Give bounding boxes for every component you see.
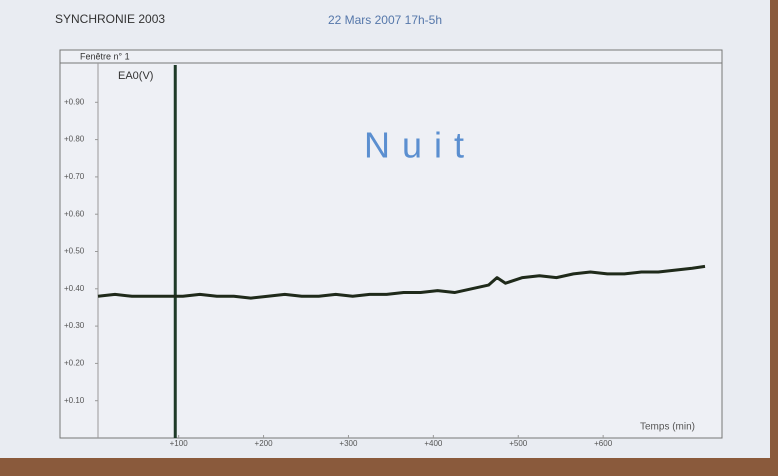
y-tick-label: +0.70	[64, 172, 85, 181]
x-tick-label: +300	[339, 439, 358, 448]
x-tick-label: +500	[509, 439, 528, 448]
chart-title: Nuit	[364, 125, 476, 166]
date: 22 Mars 2007 17h-5h	[328, 13, 442, 27]
x-tick-label: +200	[255, 439, 274, 448]
y-tick-label: +0.20	[64, 359, 85, 368]
x-tick-label: +600	[594, 439, 613, 448]
page: {"chart_data": { "type": "line", "softwa…	[0, 0, 778, 471]
y-tick-label: +0.90	[64, 97, 85, 106]
y-tick-label: +0.60	[64, 209, 85, 218]
software: SYNCHRONIE 2003	[55, 12, 165, 26]
y-tick-label: +0.50	[64, 247, 85, 256]
chart: SYNCHRONIE 2003 22 Mars 2007 17h-5h Fenê…	[0, 0, 778, 471]
y-tick-label: +0.40	[64, 284, 85, 293]
y-tick-label: +0.80	[64, 135, 85, 144]
x-axis-label: Temps (min)	[640, 422, 695, 433]
window-title: Fenêtre n° 1	[80, 51, 130, 61]
y-axis-label: EA0(V)	[118, 70, 153, 82]
x-tick-label: +100	[170, 439, 189, 448]
window-frame	[60, 50, 722, 438]
y-tick-label: +0.10	[64, 396, 85, 405]
y-tick-label: +0.30	[64, 321, 85, 330]
x-tick-label: +400	[424, 439, 443, 448]
